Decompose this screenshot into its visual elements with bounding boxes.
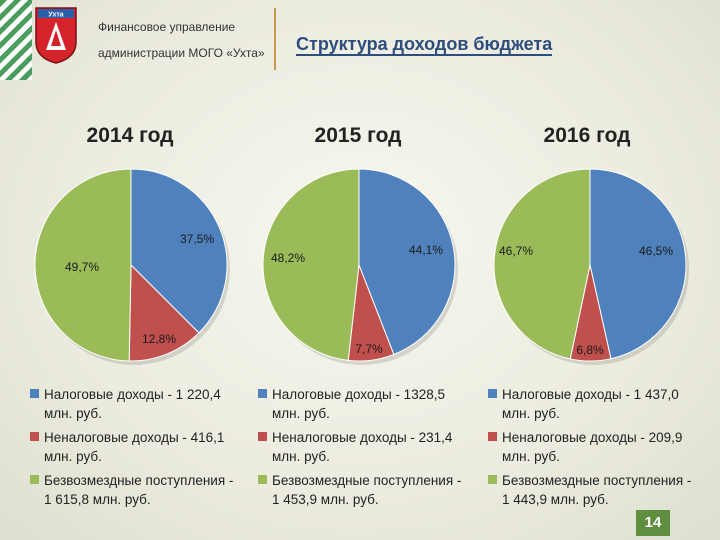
- data-label-nontax: 7,7%: [355, 342, 383, 356]
- chart-title-2015: 2015 год: [314, 124, 402, 147]
- flag-stripes-icon: [0, 0, 32, 80]
- data-label-grants: 49,7%: [65, 260, 99, 274]
- slice-grants: [34, 168, 132, 362]
- pie-0: 37,5% 12,8% 49,7%: [34, 168, 230, 365]
- data-label-grants: 46,7%: [499, 244, 533, 258]
- legend-item-grants: Безвозмездные поступления - 1 615,8 млн.…: [30, 471, 240, 509]
- slide-header: Ухта Финансовое управление администрации…: [0, 0, 720, 80]
- slice-tax: [130, 168, 228, 334]
- slice-grants: [262, 168, 360, 361]
- data-label-nontax: 6,8%: [576, 343, 604, 357]
- org-line-1: Финансовое управление: [98, 20, 236, 34]
- pie-1: 44,1% 7,7% 48,2%: [262, 168, 458, 365]
- data-label-tax: 37,5%: [180, 232, 214, 246]
- legend-item-nontax: Неналоговые доходы - 209,9 млн. руб.: [488, 428, 698, 466]
- legend-item-nontax: Неналоговые доходы - 416,1 млн. руб.: [30, 428, 240, 466]
- page-number: 14: [636, 510, 670, 536]
- slice-nontax: [128, 263, 200, 362]
- pie-2: 46,5% 6,8% 46,7%: [493, 168, 689, 365]
- legend-item-tax: Налоговые доходы - 1 437,0 млн. руб.: [488, 385, 698, 423]
- legend-item-grants: Безвозмездные поступления - 1 443,9 млн.…: [488, 471, 698, 509]
- legend-2016: Налоговые доходы - 1 437,0 млн. руб. Нен…: [488, 385, 698, 514]
- slice-tax: [358, 168, 456, 356]
- legend-2015: Налоговые доходы - 1328,5 млн. руб. Нена…: [258, 385, 468, 514]
- header-divider: [274, 8, 276, 70]
- data-label-nontax: 12,8%: [142, 332, 176, 346]
- chart-title-2014: 2014 год: [86, 124, 174, 147]
- legend-item-tax: Налоговые доходы - 1328,5 млн. руб.: [258, 385, 468, 423]
- data-label-tax: 46,5%: [639, 244, 673, 258]
- city-emblem-icon: Ухта: [35, 7, 77, 64]
- page-title: Структура доходов бюджета: [296, 34, 553, 56]
- legend-item-tax: Налоговые доходы - 1 220,4 млн. руб.: [30, 385, 240, 423]
- legend-item-grants: Безвозмездные поступления - 1 453,9 млн.…: [258, 471, 468, 509]
- data-label-tax: 44,1%: [409, 243, 443, 257]
- legend-item-nontax: Неналоговые доходы - 231,4 млн. руб.: [258, 428, 468, 466]
- organization-name: Финансовое управление администрации МОГО…: [98, 14, 265, 66]
- chart-title-2016: 2016 год: [543, 124, 631, 147]
- slice-grants: [493, 168, 591, 360]
- legend-2014: Налоговые доходы - 1 220,4 млн. руб. Нен…: [30, 385, 240, 514]
- slice-tax: [589, 168, 687, 360]
- emblem-text: Ухта: [48, 12, 64, 19]
- data-label-grants: 48,2%: [271, 251, 305, 265]
- org-line-2: администрации МОГО «Ухта»: [98, 46, 265, 60]
